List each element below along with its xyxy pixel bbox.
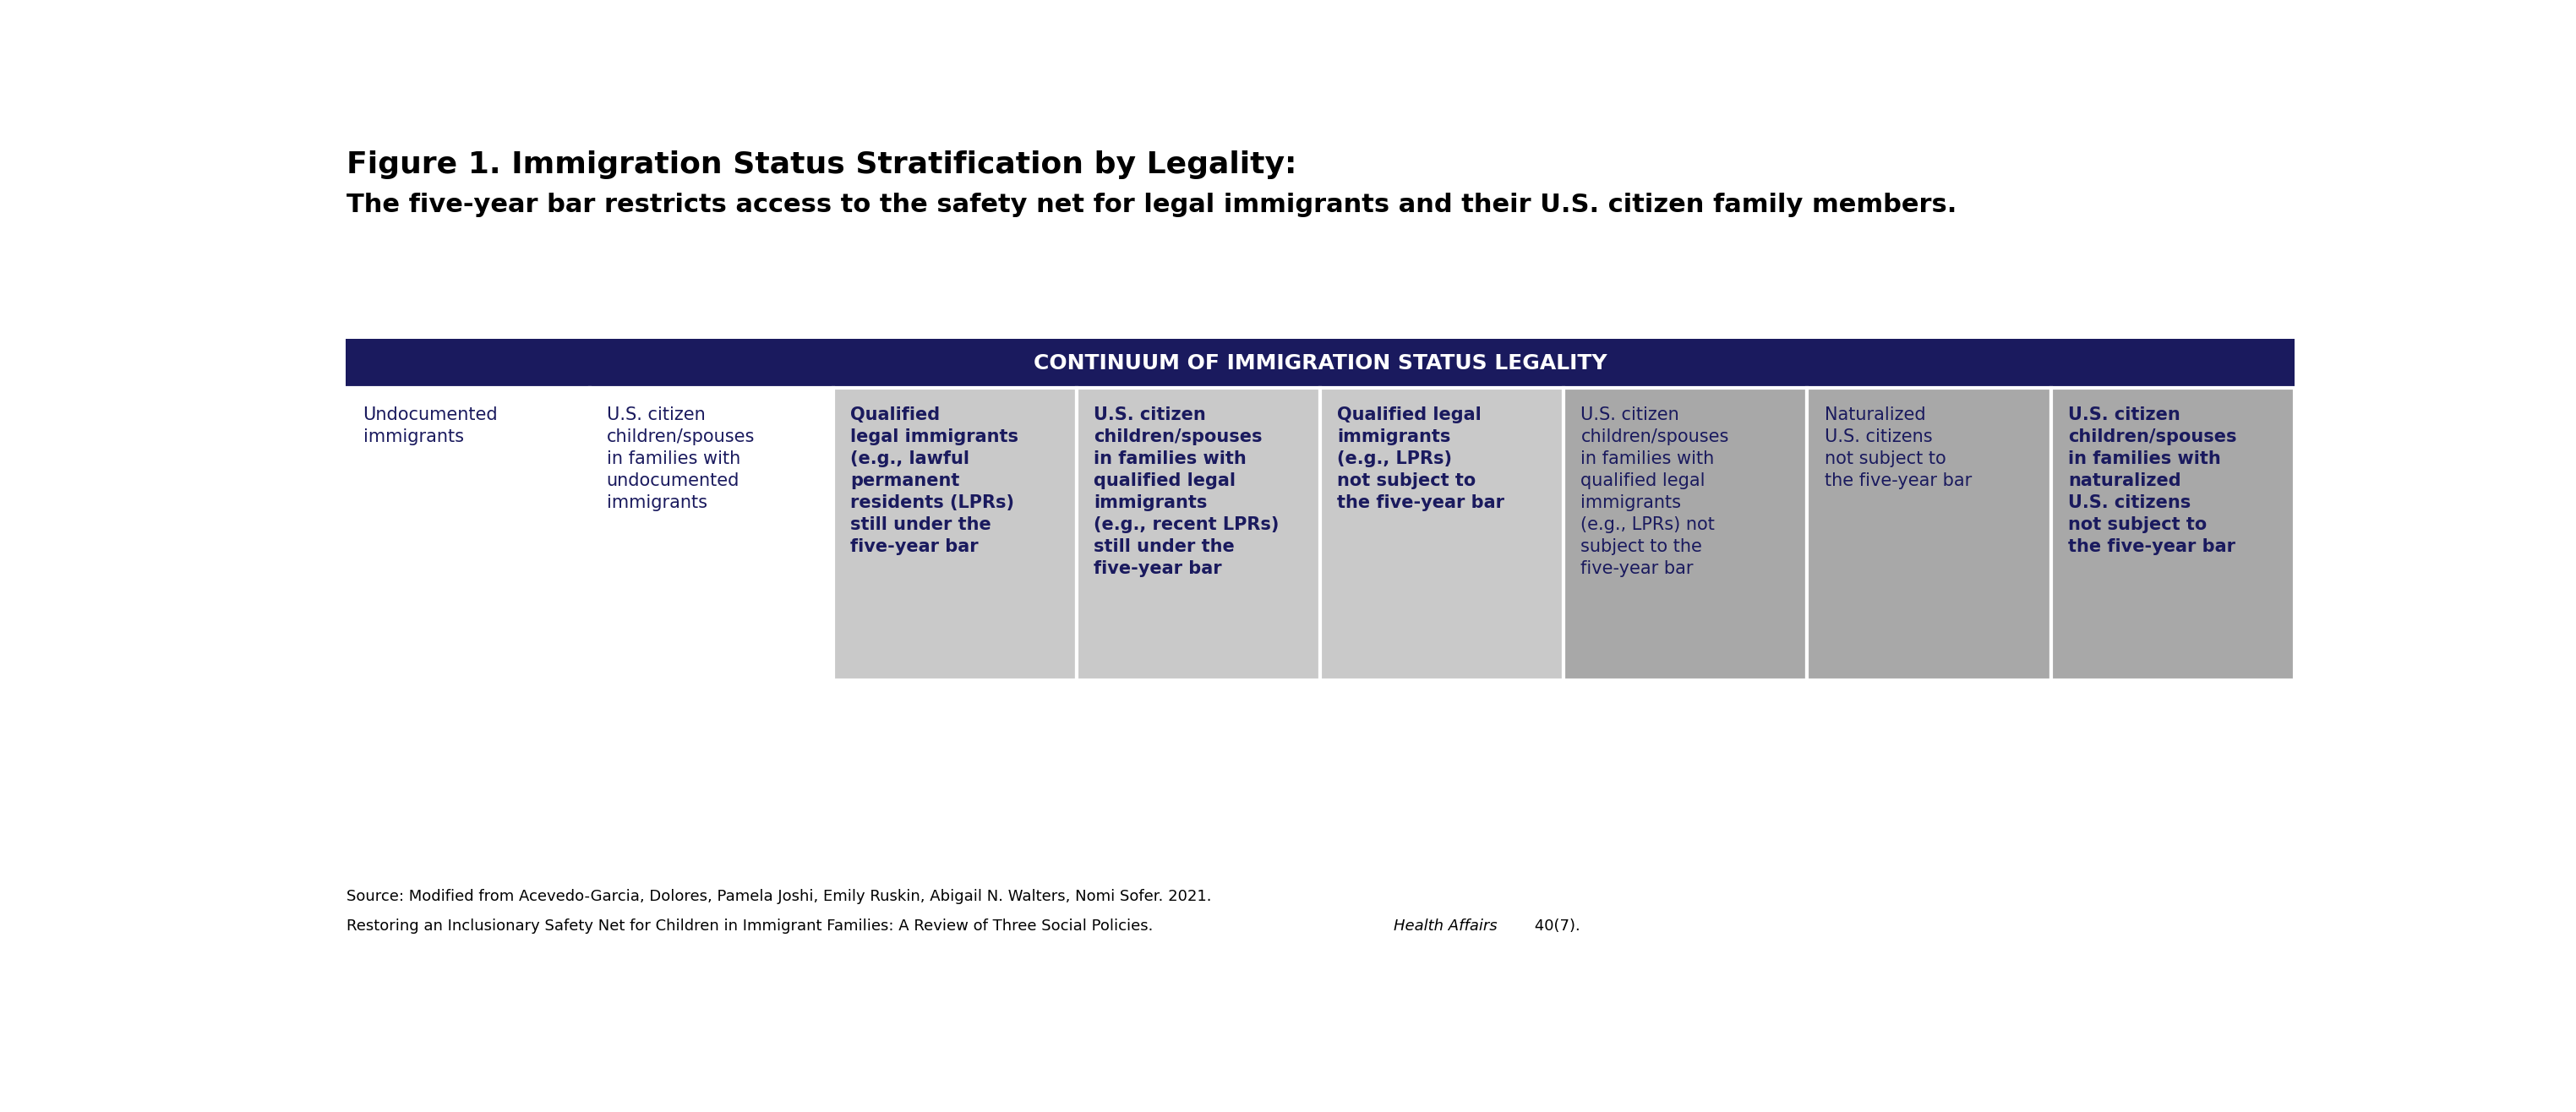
Bar (1564, 388, 1808, 681)
Text: U.S. citizen
children/spouses
in families with
qualified legal
immigrants
(e.g.,: U.S. citizen children/spouses in familie… (1095, 406, 1280, 577)
Bar (345, 339, 2295, 388)
Bar (590, 388, 832, 681)
Bar (1808, 388, 2050, 681)
Bar (832, 388, 1077, 681)
Text: U.S. citizen
children/spouses
in families with
qualified legal
immigrants
(e.g.,: U.S. citizen children/spouses in familie… (1582, 406, 1728, 577)
Text: 40(7).: 40(7). (1530, 919, 1579, 933)
Text: Figure 1. Immigration Status Stratification by Legality:: Figure 1. Immigration Status Stratificat… (348, 150, 1298, 179)
Text: Qualified
legal immigrants
(e.g., lawful
permanent
residents (LPRs)
still under : Qualified legal immigrants (e.g., lawful… (850, 406, 1018, 555)
Text: U.S. citizen
children/spouses
in families with
undocumented
immigrants: U.S. citizen children/spouses in familie… (605, 406, 755, 512)
Text: Health Affairs: Health Affairs (1394, 919, 1497, 933)
Bar (345, 388, 590, 681)
Text: Restoring an Inclusionary Safety Net for Children in Immigrant Families: A Revie: Restoring an Inclusionary Safety Net for… (348, 919, 1159, 933)
Text: CONTINUUM OF IMMIGRATION STATUS LEGALITY: CONTINUUM OF IMMIGRATION STATUS LEGALITY (1033, 354, 1607, 374)
Bar (1321, 388, 1564, 681)
Text: U.S. citizen
children/spouses
in families with
naturalized
U.S. citizens
not sub: U.S. citizen children/spouses in familie… (2069, 406, 2236, 555)
Bar (1077, 388, 1319, 681)
Text: The five-year bar restricts access to the safety net for legal immigrants and th: The five-year bar restricts access to th… (348, 192, 1958, 217)
Bar (2050, 388, 2295, 681)
Text: Source: Modified from Acevedo-Garcia, Dolores, Pamela Joshi, Emily Ruskin, Abiga: Source: Modified from Acevedo-Garcia, Do… (348, 888, 1211, 904)
Text: Qualified legal
immigrants
(e.g., LPRs)
not subject to
the five-year bar: Qualified legal immigrants (e.g., LPRs) … (1337, 406, 1504, 512)
Text: Naturalized
U.S. citizens
not subject to
the five-year bar: Naturalized U.S. citizens not subject to… (1824, 406, 1971, 489)
Text: Undocumented
immigrants: Undocumented immigrants (363, 406, 497, 445)
